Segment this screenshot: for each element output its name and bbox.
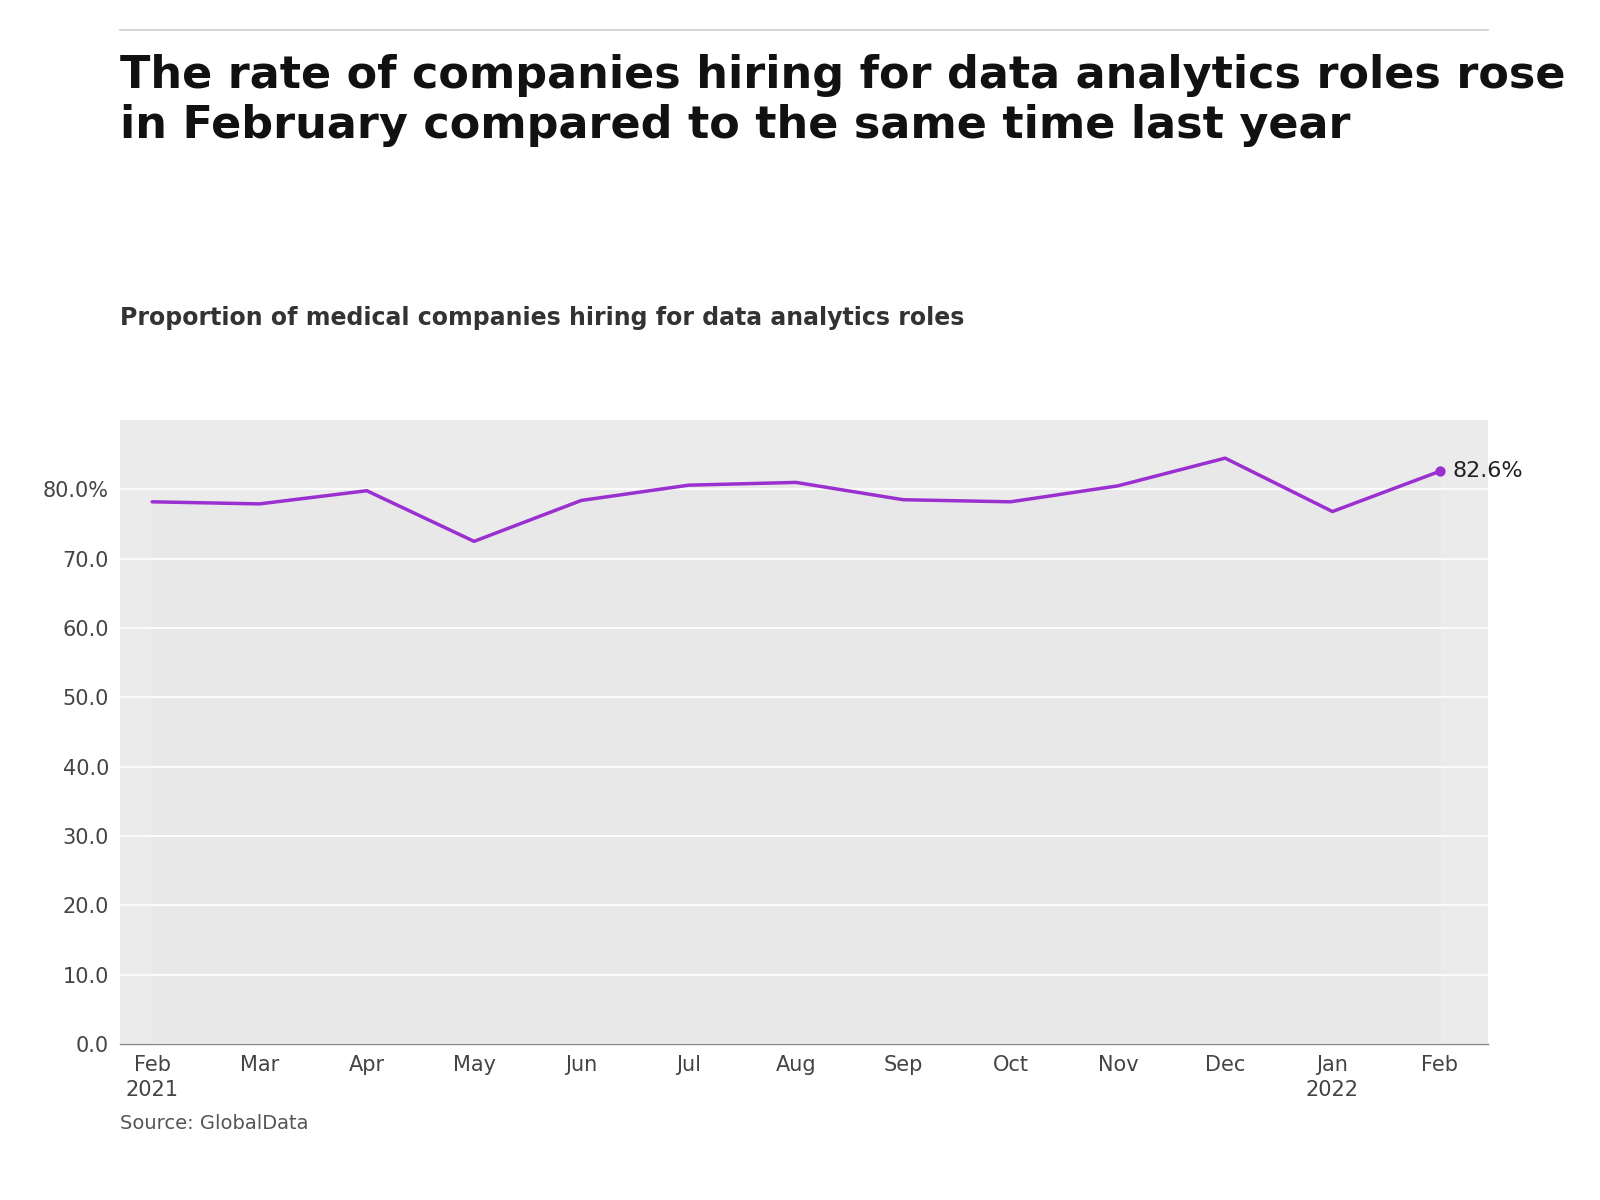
Text: Proportion of medical companies hiring for data analytics roles: Proportion of medical companies hiring f… — [120, 306, 965, 330]
Point — [1427, 462, 1453, 481]
Text: The rate of companies hiring for data analytics roles rose
in February compared : The rate of companies hiring for data an… — [120, 54, 1565, 146]
Text: 82.6%: 82.6% — [1453, 461, 1523, 481]
Text: Source: GlobalData: Source: GlobalData — [120, 1114, 309, 1133]
